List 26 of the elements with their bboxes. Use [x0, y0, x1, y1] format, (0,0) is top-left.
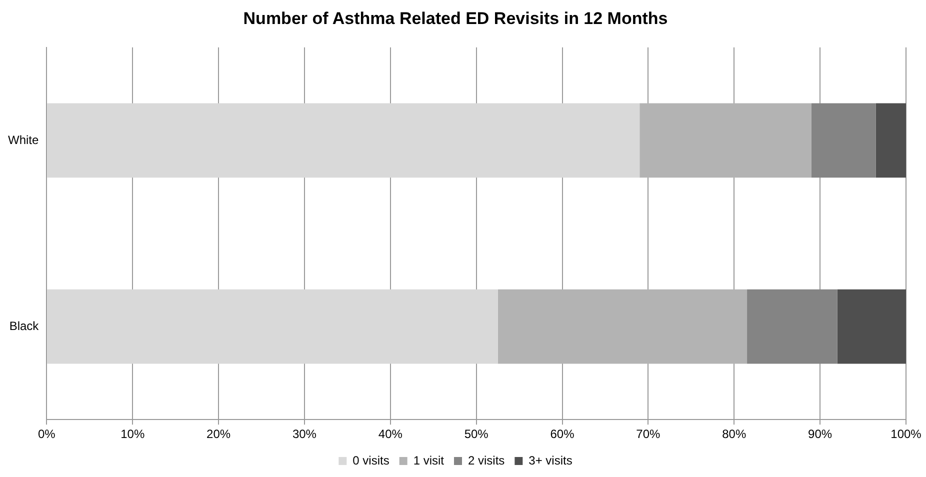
- bar: [47, 103, 640, 178]
- x-tick-label: 40%: [378, 427, 403, 442]
- legend-label: 1 visit: [413, 453, 445, 468]
- legend-label: 3+ visits: [528, 453, 572, 468]
- x-tick-label: 70%: [636, 427, 661, 442]
- bar: [747, 289, 838, 364]
- legend-label: 2 visits: [468, 453, 505, 468]
- bar: [47, 289, 498, 364]
- y-tick-label: White: [8, 132, 39, 147]
- x-tick-label: 30%: [292, 427, 317, 442]
- bar: [837, 289, 906, 364]
- x-tick-label: 50%: [464, 427, 489, 442]
- x-tick-label: 60%: [550, 427, 575, 442]
- x-tick-label: 80%: [722, 427, 746, 442]
- x-tick-label: 10%: [120, 427, 145, 442]
- chart-title: Number of Asthma Related ED Revisits in 12 Months: [243, 8, 668, 28]
- x-tick-label: 100%: [890, 427, 922, 442]
- bar: [498, 289, 748, 364]
- bar: [876, 103, 906, 178]
- x-tick-label: 20%: [206, 427, 231, 442]
- x-tick-label: 90%: [808, 427, 832, 442]
- legend-label: 0 visits: [352, 453, 390, 468]
- bar: [811, 103, 876, 178]
- x-tick-label: 0%: [38, 427, 56, 442]
- bar: [640, 103, 812, 178]
- y-tick-label: Black: [9, 318, 40, 333]
